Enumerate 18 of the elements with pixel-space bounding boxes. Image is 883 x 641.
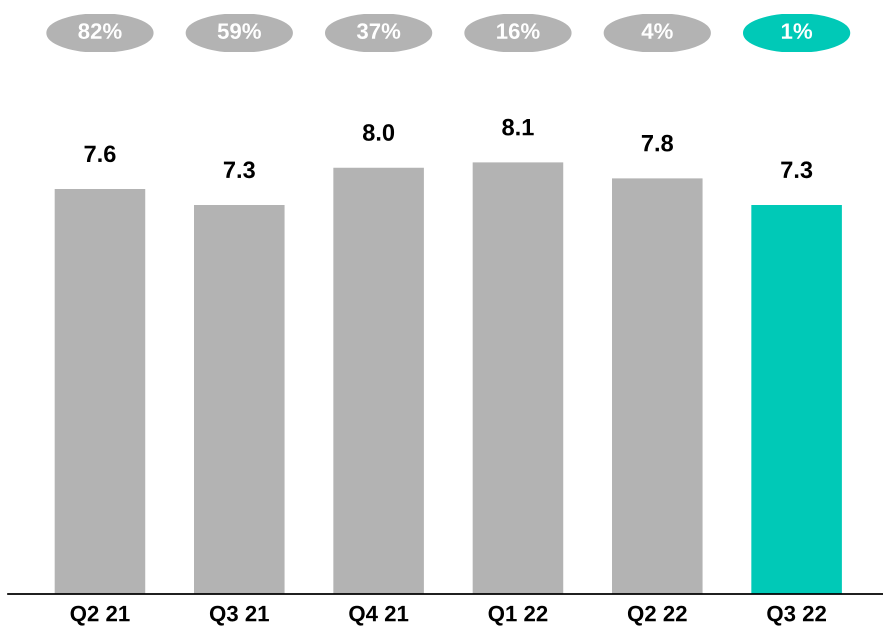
text: 1%	[782, 23, 812, 39]
data-label: 8.0	[362, 124, 394, 141]
data-label: 7.3	[224, 161, 255, 178]
text: 59%	[218, 23, 261, 39]
data-label: 8.1	[502, 118, 534, 136]
x-tick-label: Q2 21	[70, 606, 130, 626]
text: 82%	[78, 23, 122, 39]
data-label: 7.8	[642, 134, 673, 152]
text: 4%	[642, 23, 673, 39]
x-tick-label: Q3 22	[767, 606, 826, 626]
data-label: 7.3	[781, 161, 812, 178]
x-tick-label: Q4 21	[349, 606, 408, 626]
text: 16%	[497, 23, 540, 39]
data-label: 7.6	[84, 145, 116, 162]
text: 37%	[356, 23, 400, 39]
x-tick-label: Q1 22	[488, 606, 548, 626]
x-tick-label: Q2 22	[628, 606, 687, 626]
x-tick-label: Q3 21	[210, 606, 269, 626]
